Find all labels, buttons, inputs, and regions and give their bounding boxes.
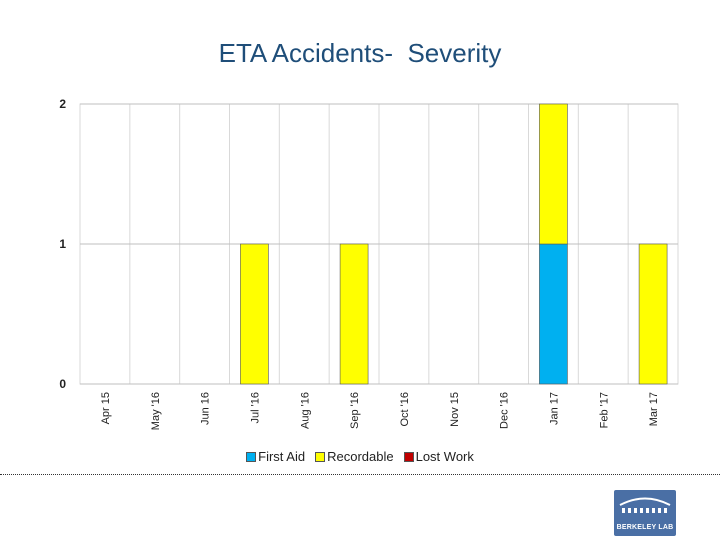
x-tick-label: May '16	[150, 392, 162, 430]
chart-title: ETA Accidents- Severity	[218, 38, 502, 68]
y-tick-label: 0	[59, 377, 66, 391]
legend-item-recordable: Recordable	[315, 449, 394, 464]
x-tick-label: Sep '16	[349, 392, 361, 429]
x-tick-label: Aug '16	[299, 392, 311, 429]
x-tick-label: Dec '16	[499, 392, 511, 429]
legend: First Aid Recordable Lost Work	[0, 449, 720, 464]
legend-item-first-aid: First Aid	[246, 449, 305, 464]
x-tick-label: Mar 17	[648, 392, 660, 426]
footer-divider	[0, 474, 720, 475]
building-icon	[619, 497, 671, 513]
legend-swatch-first-aid	[246, 451, 257, 462]
bar-first-aid	[539, 243, 568, 385]
x-tick-label: Jul '16	[249, 392, 261, 423]
legend-swatch-recordable	[315, 451, 326, 462]
legend-label-lost-work: Lost Work	[415, 449, 474, 464]
bar-recordable	[539, 103, 568, 245]
legend-swatch-lost-work	[403, 451, 414, 462]
y-tick-label: 2	[59, 97, 66, 111]
legend-item-lost-work: Lost Work	[403, 449, 474, 464]
x-tick-label: Jun 16	[200, 392, 212, 425]
legend-label-first-aid: First Aid	[258, 449, 306, 464]
x-tick-label: Feb '17	[598, 392, 610, 428]
logo-text: BERKELEY LAB	[616, 524, 674, 531]
berkeley-lab-logo: BERKELEY LAB	[614, 490, 676, 536]
bar-recordable	[240, 243, 269, 385]
x-tick-label: Oct '16	[399, 392, 411, 427]
legend-label-recordable: Recordable	[327, 449, 394, 464]
bar-recordable	[339, 243, 369, 385]
x-tick-label: Nov 15	[449, 392, 461, 427]
x-tick-label: Jan 17	[548, 392, 560, 425]
bar-recordable	[638, 243, 668, 385]
y-tick-label: 1	[59, 237, 66, 251]
x-tick-label: Apr 15	[100, 392, 112, 424]
